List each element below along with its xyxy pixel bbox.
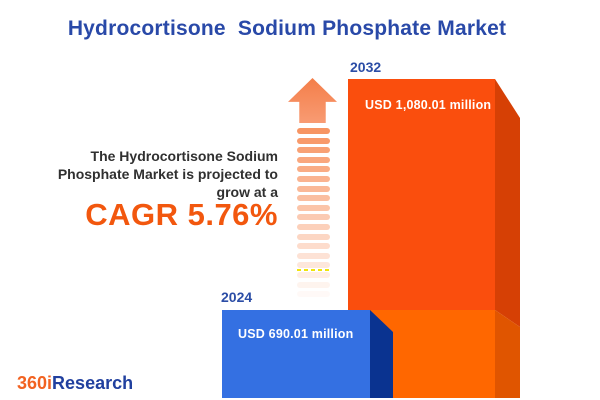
annotation-block: The Hydrocortisone Sodium Phosphate Mark…	[30, 147, 278, 232]
cagr-value: CAGR 5.76%	[85, 197, 278, 232]
yellow-dashed-line	[297, 269, 330, 271]
bar-2024-year-label: 2024	[221, 289, 253, 305]
growth-arrow-stripes	[297, 128, 330, 300]
bar-2024: USD 690.01 million	[222, 310, 393, 398]
annotation-line-2: Phosphate Market is projected to	[57, 166, 278, 182]
logo-research: Research	[52, 373, 134, 393]
bar-2032-year-label: 2032	[350, 59, 382, 75]
bar-2032-value: USD 1,080.01 million	[365, 98, 492, 112]
page-title: Hydrocortisone Sodium Phosphate Market	[67, 17, 507, 40]
annotation-line-1: The Hydrocortisone Sodium	[90, 148, 278, 164]
logo-360i: 360i	[17, 373, 53, 393]
bar-2032-side-face	[495, 79, 520, 398]
annotation-line-3: grow at a	[216, 184, 278, 200]
bar-2024-front-face: USD 690.01 million	[222, 310, 370, 398]
bar-2024-value: USD 690.01 million	[238, 327, 354, 341]
growth-arrow-up-icon	[288, 78, 337, 123]
brand-logo: 360iResearch	[17, 373, 133, 394]
bar-2024-side-face	[370, 310, 393, 398]
